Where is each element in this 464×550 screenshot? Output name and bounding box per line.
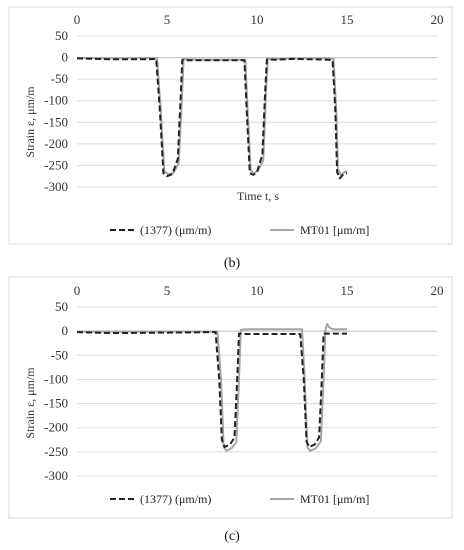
y-tick-label: -250	[44, 444, 68, 459]
legend: (1377) (μm/m) MT01 [μm/m]	[110, 223, 369, 237]
legend-label-series-1: (1377) (μm/m)	[140, 223, 211, 237]
series-lines	[76, 322, 347, 452]
y-tick-label: -250	[44, 157, 68, 172]
series-line-1	[76, 331, 347, 448]
x-tick-label: 15	[341, 12, 354, 27]
series-line-1	[76, 57, 348, 180]
legend-label-series-2: MT01 [μm/m]	[300, 492, 369, 506]
legend-label-series-2: MT01 [μm/m]	[300, 223, 369, 237]
y-tick-label: 0	[62, 50, 69, 65]
x-tick-label: 20	[431, 283, 444, 298]
chart-panel-b: 0 5 10 15 20 50 0 -50 -100 -150 -200 -250 -300 Stra…	[8, 6, 453, 245]
y-tick-label: 50	[55, 299, 68, 314]
y-tick-label: 50	[55, 28, 68, 43]
caption-c: (c)	[224, 529, 240, 544]
y-tick-label: -100	[44, 93, 68, 108]
y-axis-label: Strain ε, μm/m	[23, 86, 37, 158]
x-tick-labels: 0 5 10 15 20	[74, 12, 444, 27]
legend: (1377) (μm/m) MT01 [μm/m]	[110, 492, 369, 506]
y-tick-label: -150	[44, 396, 68, 411]
chart-panel-c: 0 5 10 15 20 50 0 -50 -100 -150 -200 -250 -300 Stra…	[8, 276, 453, 519]
chart-frame	[8, 276, 453, 519]
x-tick-label: 10	[251, 12, 264, 27]
x-tick-label: 0	[74, 12, 81, 27]
x-axis-label: Time t, s	[237, 189, 279, 203]
y-tick-label: -300	[44, 179, 68, 194]
y-tick-label: -100	[44, 371, 68, 386]
y-tick-label: -150	[44, 114, 68, 129]
y-tick-label: -200	[44, 420, 68, 435]
chart-frame	[8, 6, 453, 245]
y-tick-label: -50	[51, 71, 68, 86]
series-line-2	[76, 57, 348, 176]
y-tick-labels: 50 0 -50 -100 -150 -200 -250 -300	[44, 28, 68, 194]
series-line-2	[77, 322, 347, 452]
y-axis-label: Strain ε, μm/m	[23, 367, 37, 439]
y-tick-label: -300	[44, 468, 68, 483]
y-tick-labels: 50 0 -50 -100 -150 -200 -250 -300	[44, 299, 68, 483]
x-tick-label: 5	[164, 12, 171, 27]
x-tick-label: 5	[164, 283, 171, 298]
y-tick-label: -50	[51, 347, 68, 362]
x-tick-label: 15	[341, 283, 354, 298]
caption-b: (b)	[224, 256, 241, 271]
x-tick-label: 20	[431, 12, 444, 27]
y-tick-label: -200	[44, 136, 68, 151]
x-tick-label: 10	[251, 283, 264, 298]
x-tick-label: 0	[74, 283, 81, 298]
x-tick-labels: 0 5 10 15 20	[74, 283, 444, 298]
series-lines	[76, 57, 348, 180]
y-tick-label: 0	[62, 323, 69, 338]
legend-label-series-1: (1377) (μm/m)	[140, 492, 211, 506]
